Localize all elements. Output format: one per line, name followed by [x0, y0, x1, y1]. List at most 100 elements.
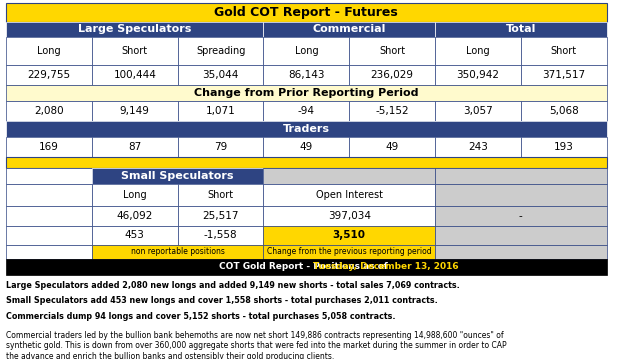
- Bar: [178, 37, 263, 65]
- Bar: [6, 101, 92, 121]
- Bar: [6, 37, 92, 65]
- Bar: [178, 101, 263, 121]
- Text: Large Speculators added 2,080 new longs and added 9,149 new shorts - total sales: Large Speculators added 2,080 new longs …: [6, 280, 460, 290]
- Text: Traders: Traders: [283, 124, 330, 134]
- Bar: [435, 226, 607, 244]
- Bar: [92, 37, 178, 65]
- Bar: [435, 101, 521, 121]
- Text: 86,143: 86,143: [288, 70, 324, 80]
- Bar: [521, 37, 607, 65]
- Bar: [349, 65, 435, 85]
- Bar: [6, 3, 607, 22]
- Bar: [92, 226, 178, 244]
- Bar: [263, 184, 435, 206]
- Text: 193: 193: [554, 142, 574, 152]
- Bar: [435, 168, 607, 184]
- Text: Short: Short: [122, 46, 148, 56]
- Bar: [263, 101, 349, 121]
- Text: 453: 453: [125, 230, 145, 240]
- Bar: [6, 244, 92, 259]
- Bar: [349, 101, 435, 121]
- Text: 1,071: 1,071: [206, 106, 236, 116]
- Text: Tuesday, December 13, 2016: Tuesday, December 13, 2016: [313, 262, 459, 271]
- Bar: [349, 137, 435, 157]
- Bar: [435, 37, 521, 65]
- Text: -1,558: -1,558: [203, 230, 238, 240]
- Bar: [6, 121, 607, 137]
- Bar: [92, 206, 178, 226]
- Text: 49: 49: [386, 142, 399, 152]
- Bar: [6, 226, 92, 244]
- Bar: [263, 137, 349, 157]
- Bar: [263, 244, 435, 259]
- Bar: [178, 226, 263, 244]
- Text: 25,517: 25,517: [202, 211, 239, 221]
- Bar: [521, 101, 607, 121]
- Text: Commercial: Commercial: [312, 24, 386, 34]
- Bar: [521, 65, 607, 85]
- Text: Short: Short: [379, 46, 405, 56]
- Text: Total: Total: [506, 24, 536, 34]
- Bar: [92, 244, 263, 259]
- Text: Gold COT Report - Futures: Gold COT Report - Futures: [214, 6, 398, 19]
- Bar: [435, 206, 607, 226]
- Text: Large Speculators: Large Speculators: [78, 24, 192, 34]
- Bar: [263, 206, 435, 226]
- Text: Commercial traders led by the bullion bank behemoths are now net short 149,886 c: Commercial traders led by the bullion ba…: [6, 331, 507, 359]
- Bar: [6, 65, 92, 85]
- Bar: [6, 22, 263, 37]
- Text: Small Speculators: Small Speculators: [122, 171, 234, 181]
- Bar: [263, 22, 435, 37]
- Bar: [92, 137, 178, 157]
- Text: 3,057: 3,057: [463, 106, 493, 116]
- Text: Open Interest: Open Interest: [316, 190, 383, 200]
- Text: 100,444: 100,444: [113, 70, 156, 80]
- Bar: [6, 137, 92, 157]
- Bar: [263, 168, 435, 184]
- Text: 46,092: 46,092: [117, 211, 153, 221]
- Bar: [178, 184, 263, 206]
- Bar: [92, 168, 263, 184]
- Bar: [521, 137, 607, 157]
- Text: 243: 243: [468, 142, 488, 152]
- Bar: [435, 65, 521, 85]
- Text: 9,149: 9,149: [120, 106, 150, 116]
- Bar: [263, 37, 349, 65]
- Text: Short: Short: [207, 190, 234, 200]
- Text: 87: 87: [128, 142, 141, 152]
- Text: Commercials dump 94 longs and cover 5,152 shorts - total purchases 5,058 contrac: Commercials dump 94 longs and cover 5,15…: [6, 312, 396, 321]
- Text: -5,152: -5,152: [375, 106, 409, 116]
- Text: 35,044: 35,044: [202, 70, 239, 80]
- Text: 49: 49: [300, 142, 313, 152]
- Text: 371,517: 371,517: [542, 70, 585, 80]
- Text: Long: Long: [37, 46, 61, 56]
- Text: -94: -94: [298, 106, 315, 116]
- Text: 2,080: 2,080: [34, 106, 64, 116]
- Text: 229,755: 229,755: [28, 70, 71, 80]
- Text: Change from the previous reporting period: Change from the previous reporting perio…: [267, 247, 432, 256]
- Bar: [263, 65, 349, 85]
- Text: 236,029: 236,029: [370, 70, 414, 80]
- Bar: [263, 226, 435, 244]
- Text: 397,034: 397,034: [328, 211, 371, 221]
- Text: 5,068: 5,068: [549, 106, 578, 116]
- Text: 3,510: 3,510: [333, 230, 366, 240]
- Bar: [178, 65, 263, 85]
- Text: -: -: [519, 211, 523, 221]
- Text: Spreading: Spreading: [196, 46, 245, 56]
- Bar: [435, 137, 521, 157]
- Text: Long: Long: [466, 46, 490, 56]
- Text: Change from Prior Reporting Period: Change from Prior Reporting Period: [194, 88, 418, 98]
- Bar: [178, 137, 263, 157]
- Bar: [6, 157, 607, 168]
- Text: non reportable positions: non reportable positions: [131, 247, 225, 256]
- Bar: [6, 85, 607, 101]
- Text: Small Speculators add 453 new longs and cover 1,558 shorts - total purchases 2,0: Small Speculators add 453 new longs and …: [6, 297, 438, 306]
- Bar: [6, 168, 92, 184]
- Bar: [435, 244, 607, 259]
- Text: COT Gold Report - Positions as of: COT Gold Report - Positions as of: [219, 262, 394, 271]
- Bar: [92, 101, 178, 121]
- Bar: [178, 206, 263, 226]
- Bar: [435, 22, 607, 37]
- Bar: [435, 184, 607, 206]
